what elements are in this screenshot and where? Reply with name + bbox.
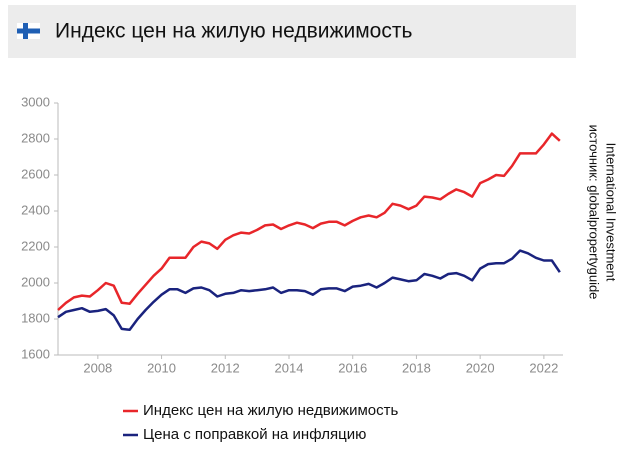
chart-title: Индекс цен на жилую недвижимость xyxy=(55,20,412,43)
x-tick-label: 2022 xyxy=(529,360,558,375)
x-tick-label: 2020 xyxy=(466,360,495,375)
x-tick-label: 2016 xyxy=(338,360,367,375)
x-tick-label: 2008 xyxy=(83,360,112,375)
header-bg xyxy=(8,5,576,58)
y-tick-label: 3000 xyxy=(21,94,50,109)
x-tick-label: 2018 xyxy=(402,360,431,375)
source-line: International Investment xyxy=(604,143,619,282)
x-tick-label: 2014 xyxy=(275,360,304,375)
flag xyxy=(17,23,40,39)
series-line xyxy=(57,249,561,332)
y-tick-label: 1800 xyxy=(21,310,50,325)
x-tick-label: 2012 xyxy=(211,360,240,375)
y-tick-label: 2600 xyxy=(21,166,50,181)
y-tick-label: 1600 xyxy=(21,346,50,361)
legend-label: Индекс цен на жилую недвижимость xyxy=(143,402,398,419)
y-tick-label: 2400 xyxy=(21,202,50,217)
y-tick-label: 2800 xyxy=(21,130,50,145)
y-tick-label: 2000 xyxy=(21,274,50,289)
source-line: источник: globalpropertyguide xyxy=(587,125,602,300)
y-tick-label: 2200 xyxy=(21,238,50,253)
x-tick-label: 2010 xyxy=(147,360,176,375)
legend-label: Цена с поправкой на инфляцию xyxy=(143,426,366,443)
series-line xyxy=(57,132,561,311)
